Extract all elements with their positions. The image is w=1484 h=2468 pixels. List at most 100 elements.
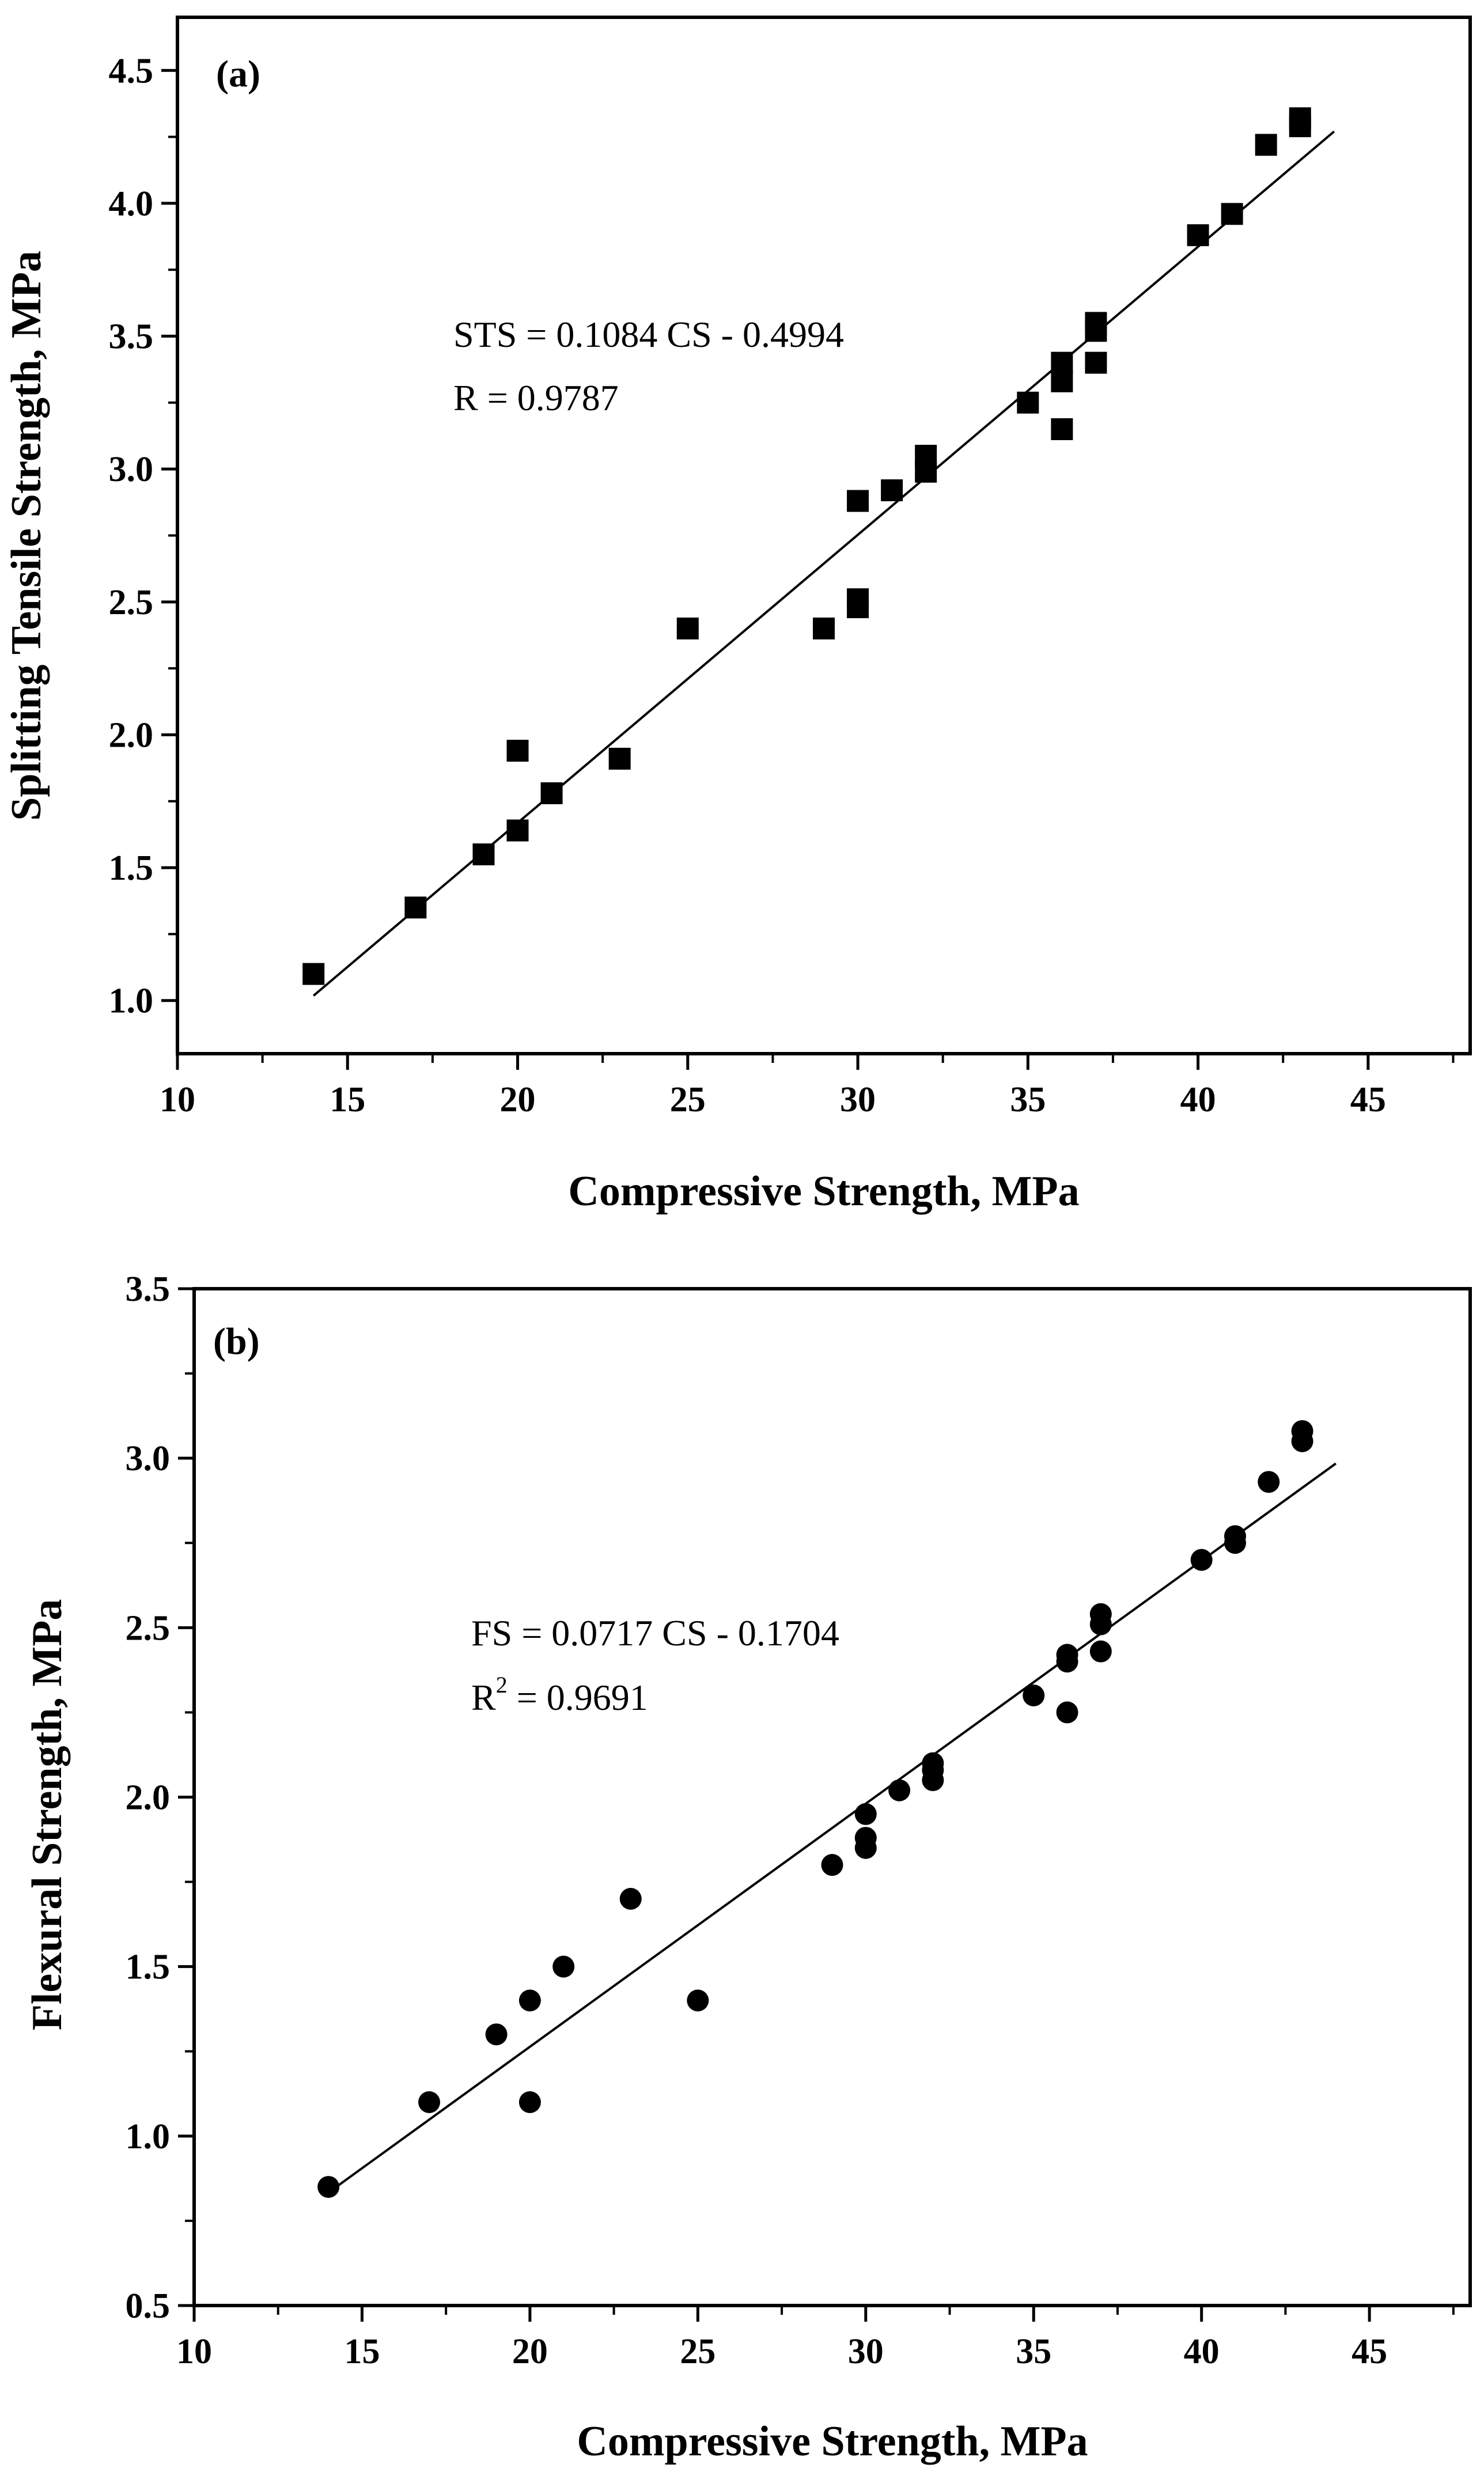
x-tick-label: 45 bbox=[1350, 1080, 1386, 1119]
data-point bbox=[1051, 418, 1073, 440]
y-tick-label: 1.0 bbox=[126, 2117, 171, 2156]
data-point bbox=[472, 843, 495, 866]
data-point bbox=[687, 1989, 709, 2012]
data-points bbox=[302, 107, 1311, 985]
data-point bbox=[1017, 391, 1039, 414]
data-point bbox=[1089, 1603, 1112, 1625]
y-tick-marks bbox=[178, 1287, 194, 2307]
x-tick-label: 15 bbox=[330, 1080, 365, 1119]
y-tick-label: 2.5 bbox=[109, 583, 154, 622]
y-tick-label: 2.0 bbox=[109, 716, 154, 755]
data-point bbox=[847, 490, 869, 512]
data-point bbox=[1085, 351, 1107, 374]
y-tick-label: 1.5 bbox=[126, 1948, 171, 1987]
y-tick-label: 3.5 bbox=[109, 317, 154, 357]
data-point bbox=[1085, 312, 1107, 334]
y-tick-label: 4.0 bbox=[109, 184, 154, 224]
y-tick-label: 3.0 bbox=[126, 1439, 171, 1478]
data-point bbox=[1023, 1685, 1045, 1706]
y-tick-label: 4.5 bbox=[109, 51, 154, 90]
data-point bbox=[813, 617, 835, 639]
data-point bbox=[676, 617, 699, 639]
data-point bbox=[915, 445, 937, 467]
x-tick-label: 20 bbox=[500, 1080, 536, 1119]
panel-label: (a) bbox=[216, 53, 260, 95]
data-point bbox=[506, 740, 529, 762]
data-point bbox=[518, 2091, 541, 2113]
x-tick-label: 15 bbox=[344, 2332, 380, 2371]
fit-line bbox=[327, 1462, 1337, 2194]
superscript-2: 2 bbox=[496, 1672, 508, 1698]
y-tick-labels: 1.0 1.5 2.0 2.5 3.0 3.5 4.0 4.5 bbox=[109, 51, 154, 1020]
data-point bbox=[317, 2176, 340, 2198]
x-tick-label: 25 bbox=[670, 1080, 706, 1119]
data-point bbox=[1089, 1640, 1112, 1663]
data-point bbox=[518, 1989, 541, 2012]
data-point bbox=[1051, 370, 1073, 392]
data-point bbox=[1291, 1420, 1313, 1443]
data-point bbox=[540, 782, 563, 804]
data-point bbox=[1255, 134, 1277, 156]
panel-label: (b) bbox=[213, 1320, 260, 1362]
x-tick-label: 10 bbox=[160, 1080, 195, 1119]
data-point bbox=[922, 1752, 944, 1774]
y-axis-label: Flexural Strength, MPa bbox=[24, 1599, 71, 2031]
data-point bbox=[854, 1827, 877, 1849]
r-symbol: R bbox=[471, 1677, 496, 1718]
data-point bbox=[881, 479, 903, 502]
x-tick-labels: 10 15 20 25 30 35 40 45 bbox=[176, 2332, 1387, 2371]
y-tick-label: 2.5 bbox=[126, 1608, 171, 1648]
y-tick-label: 0.5 bbox=[126, 2287, 171, 2326]
fit-line bbox=[312, 130, 1335, 997]
panel-b: 10 15 20 25 30 35 40 45 0.5 1.0 1.5 2.0 2.5 3.0 3.5 (… bbox=[24, 1270, 1472, 2465]
data-point bbox=[1221, 203, 1243, 225]
data-point bbox=[854, 1803, 877, 1825]
data-point bbox=[619, 1888, 642, 1910]
data-point bbox=[821, 1854, 843, 1876]
data-point bbox=[302, 963, 325, 985]
data-point bbox=[1051, 351, 1073, 374]
y-tick-label: 1.0 bbox=[109, 982, 154, 1021]
data-point bbox=[847, 588, 869, 611]
y-tick-marks bbox=[161, 69, 177, 1002]
x-tick-label: 45 bbox=[1352, 2332, 1387, 2371]
data-point bbox=[1187, 224, 1209, 247]
coefficient-of-determination: R2 = 0.9691 bbox=[471, 1672, 648, 1718]
data-point bbox=[552, 1955, 575, 1978]
x-tick-label: 40 bbox=[1180, 1080, 1216, 1119]
x-axis-label: Compressive Strength, MPa bbox=[568, 1168, 1079, 1215]
data-point bbox=[506, 819, 529, 842]
data-point bbox=[1190, 1549, 1213, 1571]
x-tick-label: 25 bbox=[680, 2332, 716, 2371]
fit-equation: STS = 0.1084 CS - 0.4994 bbox=[453, 314, 844, 355]
panel-a: 10 15 20 25 30 35 40 45 1.0 1.5 2.0 2.5 3.0 3.5 4.0 4.… bbox=[3, 16, 1472, 1215]
data-point bbox=[404, 896, 427, 919]
data-point bbox=[1289, 107, 1311, 130]
x-tick-label: 30 bbox=[848, 2332, 884, 2371]
data-point bbox=[1056, 1701, 1078, 1724]
y-tick-label: 1.5 bbox=[109, 849, 154, 888]
data-point bbox=[888, 1779, 911, 1801]
plot-frame bbox=[192, 1287, 1472, 2307]
y-tick-label: 2.0 bbox=[126, 1778, 171, 1818]
data-point bbox=[608, 747, 631, 770]
data-point bbox=[1056, 1644, 1078, 1666]
y-tick-label: 3.0 bbox=[109, 450, 154, 489]
r-squared-value: = 0.9691 bbox=[508, 1677, 648, 1718]
x-tick-labels: 10 15 20 25 30 35 40 45 bbox=[160, 1080, 1386, 1119]
x-tick-label: 40 bbox=[1184, 2332, 1220, 2371]
x-tick-label: 30 bbox=[840, 1080, 876, 1119]
x-tick-label: 20 bbox=[512, 2332, 548, 2371]
data-point bbox=[1258, 1471, 1280, 1493]
x-tick-label: 35 bbox=[1010, 1080, 1046, 1119]
x-tick-label: 10 bbox=[176, 2332, 212, 2371]
x-tick-label: 35 bbox=[1016, 2332, 1051, 2371]
y-tick-labels: 0.5 1.0 1.5 2.0 2.5 3.0 3.5 bbox=[126, 1270, 171, 2326]
x-tick-marks bbox=[176, 1054, 1455, 1070]
y-tick-label: 3.5 bbox=[126, 1270, 171, 1309]
data-points bbox=[317, 1420, 1313, 2198]
data-point bbox=[418, 2091, 441, 2113]
x-axis-label: Compressive Strength, MPa bbox=[577, 2418, 1088, 2465]
data-point bbox=[485, 2023, 508, 2046]
